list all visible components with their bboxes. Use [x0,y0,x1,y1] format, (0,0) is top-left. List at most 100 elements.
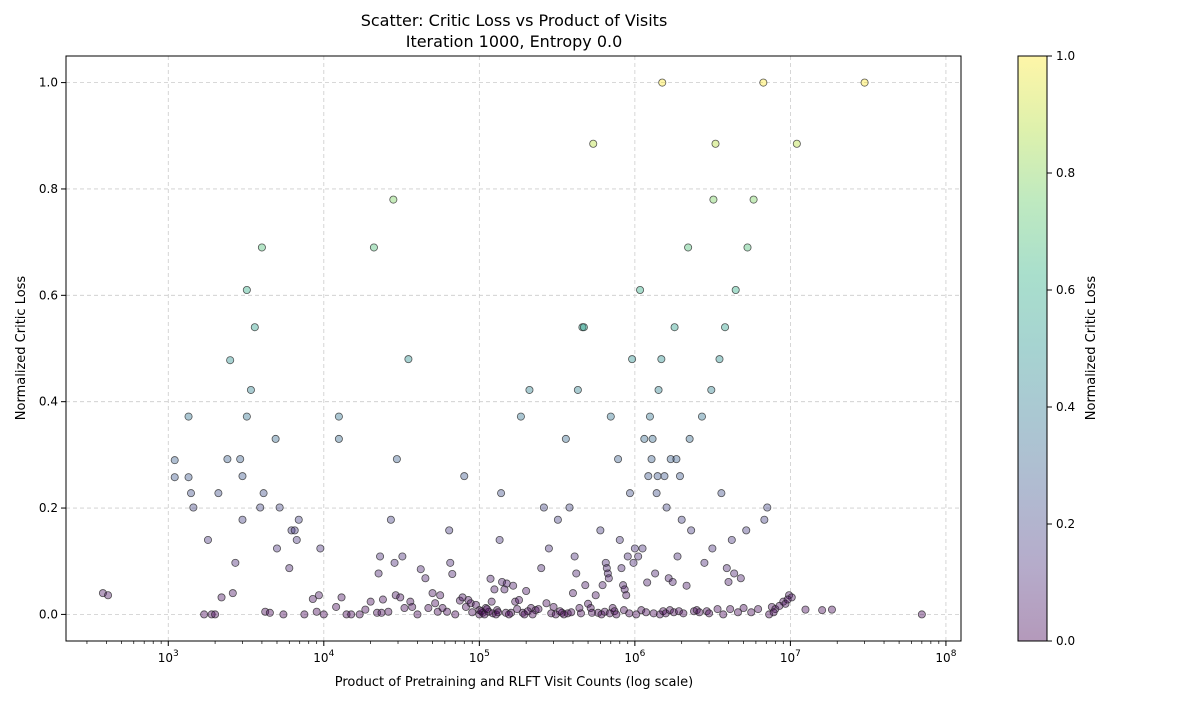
data-point [787,593,796,602]
data-point [591,591,600,600]
data-point [679,609,688,618]
data-point [637,606,646,615]
data-point [721,323,730,332]
data-point [717,489,726,498]
colorbar-ticks: 0.0 0.2 0.4 0.6 0.8 1.0 [1047,49,1075,648]
data-point [657,355,666,364]
data-point [265,608,274,617]
data-point [630,544,639,553]
data-point [374,569,383,578]
data-point [781,599,790,608]
data-point [682,581,691,590]
data-point [170,473,179,482]
data-point [645,412,654,421]
data-point [314,591,323,600]
data-point [684,243,693,252]
data-point [424,604,433,613]
colorbar-tick-label: 0.4 [1056,400,1075,414]
data-point [428,589,437,598]
data-point [279,610,288,619]
data-point [648,434,657,443]
data-point [731,285,740,294]
colorbar: 0.0 0.2 0.4 0.6 0.8 1.0 Normalized Critic Los… [1017,49,1099,648]
data-point [290,526,299,535]
data-point [775,601,784,610]
data-point [625,489,634,498]
data-point [186,489,195,498]
data-point [917,610,926,619]
x-tick-label: 103 [158,649,179,665]
data-point [285,564,294,573]
data-point [652,489,661,498]
data-point [500,585,509,594]
data-point [722,564,731,573]
data-point [334,412,343,421]
data-point [769,608,778,617]
data-point [653,472,662,481]
data-point [730,569,739,578]
data-point [416,565,425,574]
data-point [445,526,454,535]
data-point [581,581,590,590]
data-point [742,526,751,535]
data-point [589,139,598,148]
data-point [579,323,588,332]
data-point [719,610,728,619]
data-point [603,569,612,578]
data-point [747,608,756,617]
data-point [617,564,626,573]
data-point [228,589,237,598]
data-point [431,599,440,608]
data-point [528,610,537,619]
data-point [860,78,869,87]
data-point [443,607,452,616]
y-tick-label: 0.4 [39,395,58,409]
data-point [361,605,370,614]
data-point [660,472,669,481]
data-point [542,599,551,608]
data-point [189,503,198,512]
data-point [715,355,724,364]
data-point [632,610,641,619]
data-point [497,489,506,498]
data-point [404,355,413,364]
data-point [392,455,401,464]
y-tick-label: 0.6 [39,288,58,302]
y-axis: 0.0 0.2 0.4 0.6 0.8 1.0 [39,76,66,621]
colorbar-tick-label: 0.6 [1056,283,1075,297]
data-point [294,515,303,524]
colorbar-tick-label: 1.0 [1056,49,1075,63]
data-point [257,243,266,252]
data-point [316,544,325,553]
data-point [482,605,491,614]
y-axis-label: Normalized Critic Loss [14,276,29,421]
data-point [376,552,385,561]
data-point [369,243,378,252]
data-point [759,78,768,87]
data-point [651,569,660,578]
data-point [377,608,386,617]
data-point [727,535,736,544]
data-point [494,608,503,617]
data-point [733,608,742,617]
x-tick-label: 107 [780,649,801,665]
data-point [460,472,469,481]
data-point [596,526,605,535]
data-point [636,285,645,294]
data-point [553,515,562,524]
data-point [238,472,247,481]
data-point [211,610,220,619]
data-point [421,574,430,583]
data-point [170,456,179,465]
data-point [308,594,317,603]
data-point [629,558,638,567]
data-point [292,535,301,544]
data-point [654,385,663,394]
data-point [408,602,417,611]
data-point [614,455,623,464]
data-point [448,569,457,578]
scatter-points [98,78,926,619]
data-point [373,608,382,617]
data-point [236,455,245,464]
